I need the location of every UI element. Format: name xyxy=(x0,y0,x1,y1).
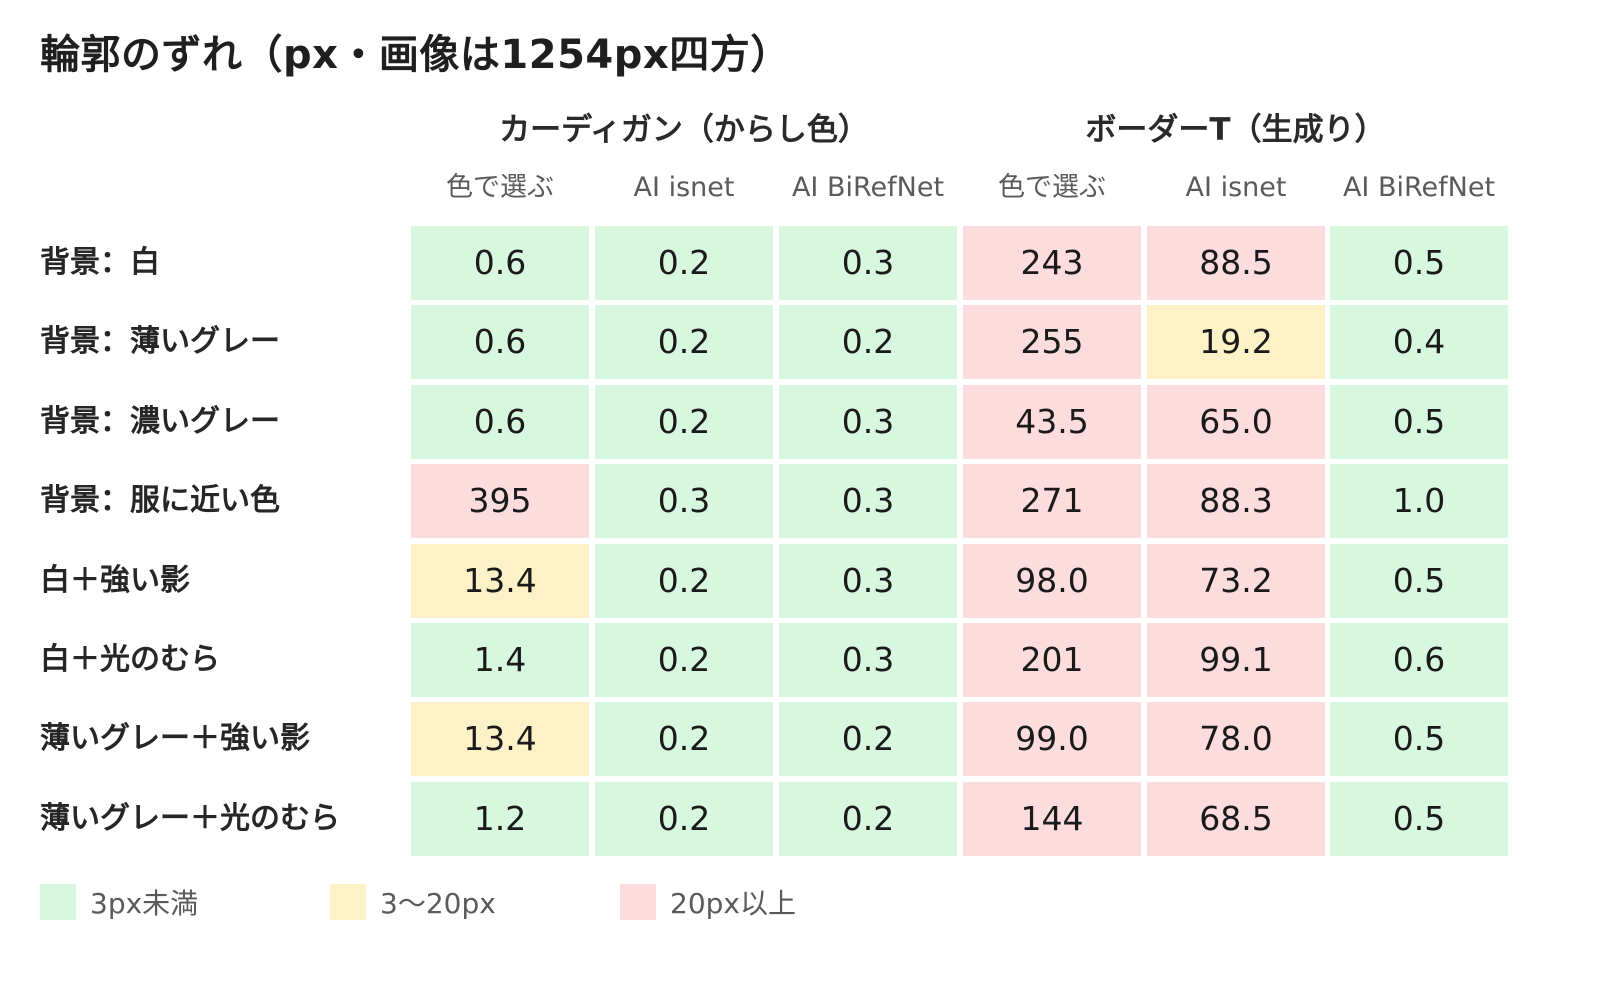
table-cell: 0.5 xyxy=(1330,781,1508,856)
column-header: 色で選ぶ xyxy=(446,172,554,203)
table-cell: 1.2 xyxy=(411,781,589,856)
legend-swatch xyxy=(40,884,76,920)
column-header: AI isnet xyxy=(633,172,735,203)
legend-label: 3px未満 xyxy=(90,887,199,920)
table-cell: 0.2 xyxy=(595,781,773,856)
column-group-header: カーディガン（からし色） xyxy=(499,112,869,148)
table-cell: 99.0 xyxy=(963,702,1141,777)
table-cell: 0.6 xyxy=(411,226,589,300)
table-cell: 73.2 xyxy=(1147,543,1325,618)
row-label: 白＋光のむら xyxy=(40,642,220,677)
table-cell: 0.2 xyxy=(779,781,957,856)
table-cell: 99.1 xyxy=(1147,623,1325,697)
table-cell: 0.2 xyxy=(595,226,773,300)
column-header: AI BiRefNet xyxy=(791,172,945,203)
row-label: 薄いグレー＋光のむら xyxy=(40,800,340,836)
table-cell: 0.6 xyxy=(411,305,589,380)
table-cell: 0.3 xyxy=(595,464,773,539)
table-cell: 243 xyxy=(963,226,1141,300)
table-cell: 19.2 xyxy=(1147,305,1325,380)
table-cell: 1.4 xyxy=(411,623,589,697)
table-cell: 88.5 xyxy=(1147,226,1325,300)
table-cell: 0.4 xyxy=(1330,305,1508,380)
table-cell: 88.3 xyxy=(1147,464,1325,539)
table-cell: 0.2 xyxy=(595,384,773,459)
row-label: 背景：濃いグレー xyxy=(40,403,280,439)
table-cell: 65.0 xyxy=(1147,384,1325,459)
chart-title: 輪郭のずれ（px・画像は1254px四方） xyxy=(40,32,791,78)
table-cell: 0.6 xyxy=(411,384,589,459)
row-label: 背景：白 xyxy=(40,245,160,280)
column-header: AI isnet xyxy=(1185,172,1287,203)
table-cell: 0.2 xyxy=(779,702,957,777)
table-cell: 0.2 xyxy=(595,543,773,618)
table-cell: 13.4 xyxy=(411,702,589,777)
column-header: 色で選ぶ xyxy=(998,172,1106,203)
table-cell: 0.2 xyxy=(595,305,773,380)
table-cell: 0.5 xyxy=(1330,384,1508,459)
table-cell: 1.0 xyxy=(1330,464,1508,539)
table-cell: 13.4 xyxy=(411,543,589,618)
column-group-header: ボーダーT（生成り） xyxy=(1085,112,1386,148)
legend-item: 20px以上 xyxy=(620,884,796,920)
table-cell: 0.2 xyxy=(595,702,773,777)
table-cell: 0.3 xyxy=(779,384,957,459)
table-cell: 0.2 xyxy=(595,623,773,697)
table-cell: 0.5 xyxy=(1330,702,1508,777)
table-cell: 0.3 xyxy=(779,464,957,539)
table-cell: 98.0 xyxy=(963,543,1141,618)
table-cell: 144 xyxy=(963,781,1141,856)
legend-swatch xyxy=(620,884,656,920)
table-cell: 0.3 xyxy=(779,543,957,618)
table-cell: 271 xyxy=(963,464,1141,539)
legend-item: 3px未満 xyxy=(40,884,198,920)
legend-item: 3〜20px xyxy=(330,884,496,920)
legend-label: 20px以上 xyxy=(670,887,796,920)
table-cell: 78.0 xyxy=(1147,702,1325,777)
table-cell: 255 xyxy=(963,305,1141,380)
table-cell: 0.5 xyxy=(1330,543,1508,618)
table-cell: 201 xyxy=(963,623,1141,697)
row-label: 背景：薄いグレー xyxy=(40,324,280,360)
table-cell: 0.5 xyxy=(1330,226,1508,300)
row-label: 薄いグレー＋強い影 xyxy=(40,721,310,757)
table-cell: 0.6 xyxy=(1330,623,1508,697)
table-cell: 0.2 xyxy=(779,305,957,380)
legend-label: 3〜20px xyxy=(380,887,496,920)
row-label: 背景：服に近い色 xyxy=(40,483,280,519)
table-cell: 43.5 xyxy=(963,384,1141,459)
table-cell: 68.5 xyxy=(1147,781,1325,856)
row-label: 白＋強い影 xyxy=(40,562,190,598)
table-cell: 395 xyxy=(411,464,589,539)
legend-swatch xyxy=(330,884,366,920)
table-cell: 0.3 xyxy=(779,226,957,300)
table-cell: 0.3 xyxy=(779,623,957,697)
column-header: AI BiRefNet xyxy=(1342,172,1496,203)
